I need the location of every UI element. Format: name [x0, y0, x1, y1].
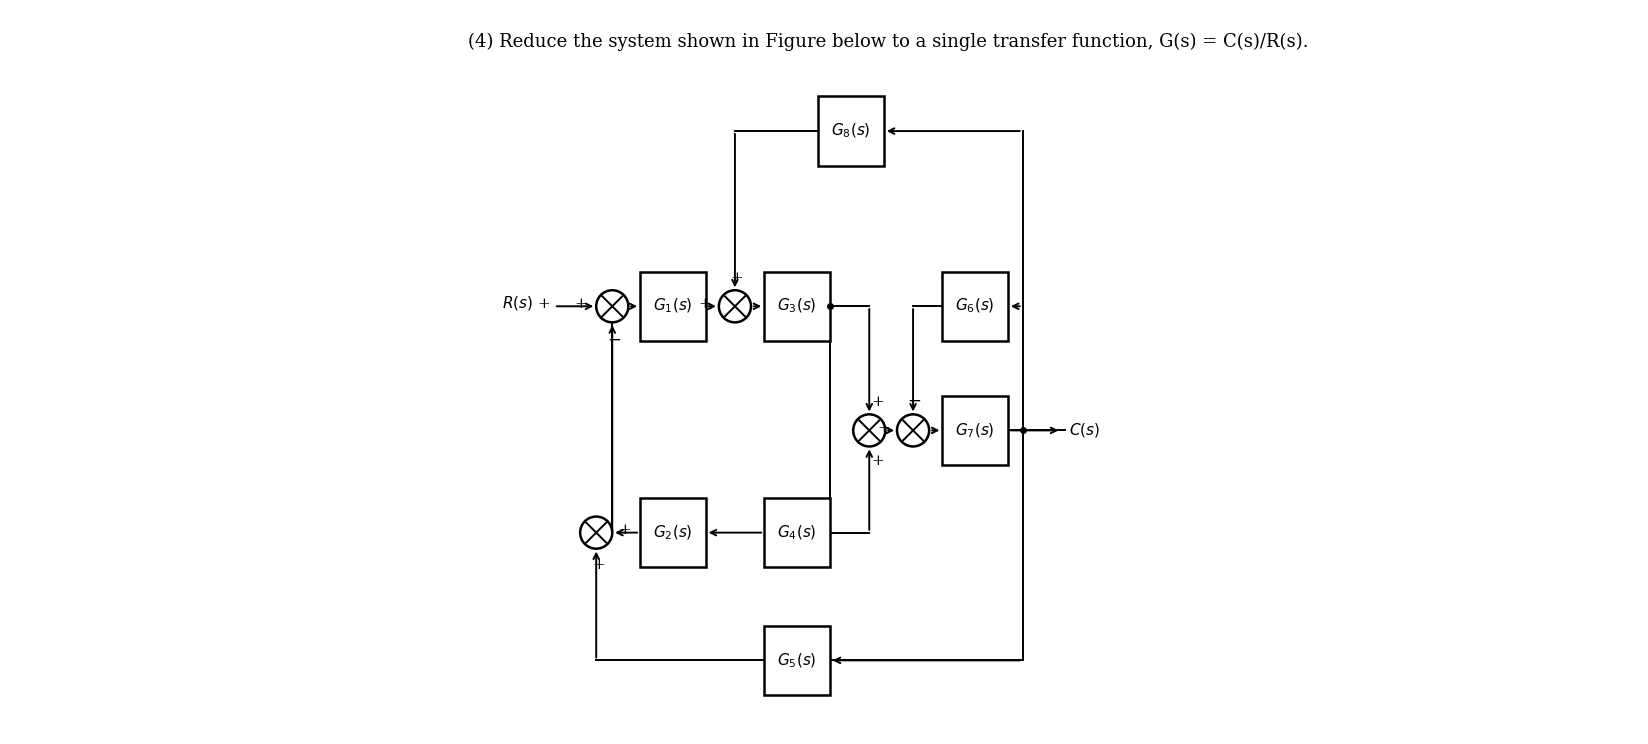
Bar — [765, 498, 831, 568]
Text: +: + — [618, 524, 631, 537]
Text: $G_6(s)$: $G_6(s)$ — [956, 297, 995, 315]
Bar — [943, 272, 1009, 341]
Bar — [639, 498, 705, 568]
Text: +: + — [872, 395, 885, 409]
Text: $C(s)$: $C(s)$ — [1068, 421, 1099, 440]
Text: $G_7(s)$: $G_7(s)$ — [956, 421, 995, 440]
Text: +: + — [872, 454, 885, 468]
Text: +: + — [877, 421, 890, 435]
Text: (4) Reduce the system shown in Figure below to a single transfer function, G(s) : (4) Reduce the system shown in Figure be… — [468, 33, 1309, 51]
Circle shape — [719, 290, 751, 322]
Bar — [817, 97, 883, 166]
Text: $R(s)$ +: $R(s)$ + — [501, 295, 550, 312]
Text: +: + — [574, 297, 587, 311]
Text: −: − — [908, 392, 921, 409]
Bar — [765, 272, 831, 341]
Text: $G_2(s)$: $G_2(s)$ — [653, 524, 692, 542]
Text: $G_3(s)$: $G_3(s)$ — [778, 297, 817, 315]
Text: $G_4(s)$: $G_4(s)$ — [778, 524, 817, 542]
Circle shape — [597, 290, 628, 322]
Text: −: − — [608, 332, 621, 349]
Text: $G_1(s)$: $G_1(s)$ — [653, 297, 692, 315]
Bar — [765, 626, 831, 695]
Text: +: + — [592, 558, 605, 572]
Circle shape — [580, 516, 613, 548]
Text: $G_5(s)$: $G_5(s)$ — [778, 651, 817, 670]
Text: +: + — [730, 271, 743, 285]
Bar — [639, 272, 705, 341]
Text: $G_8(s)$: $G_8(s)$ — [831, 122, 870, 141]
Bar — [943, 396, 1009, 465]
Circle shape — [897, 414, 929, 446]
Text: +: + — [699, 297, 712, 311]
Circle shape — [854, 414, 885, 446]
